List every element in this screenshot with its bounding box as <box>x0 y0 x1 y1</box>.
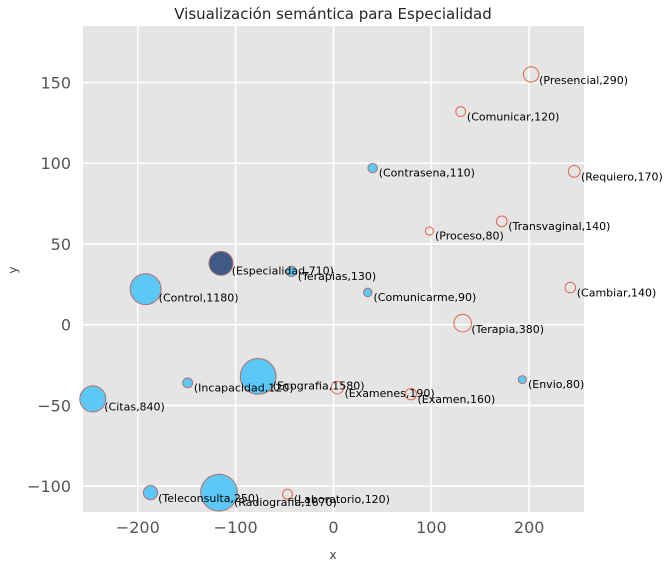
y-tick-label: 0 <box>61 316 71 335</box>
point-comunicarme <box>362 287 373 298</box>
point-label-terapia: (Terapia,380) <box>471 323 544 336</box>
x-tick-label: 0 <box>328 518 338 537</box>
point-label-especialidad: (Especialidad,710) <box>232 265 334 278</box>
data-points <box>79 66 581 512</box>
tick-labels: −200 −100 0 100 200 −100 −50 0 50 100 150 <box>27 74 544 537</box>
point-terapia <box>453 313 472 333</box>
y-tick-label: 100 <box>40 154 71 173</box>
point-label-terapias: (Terapias,130) <box>298 270 376 283</box>
point-label-comunicar: (Comunicar,120) <box>467 110 560 123</box>
point-teleconsulta <box>142 485 159 501</box>
point-especialidad <box>208 250 234 276</box>
point-label-cambiar: (Cambiar,140) <box>577 286 657 299</box>
x-tick-label: −200 <box>116 518 160 537</box>
point-citas <box>79 385 107 413</box>
point-terapias <box>285 265 298 278</box>
point-label-examenes: (Examenes,190) <box>344 387 434 400</box>
chart-title: Visualización semántica para Especialida… <box>174 5 492 23</box>
point-comunicar <box>455 106 467 118</box>
point-cambiar <box>564 281 577 294</box>
y-tick-label: 150 <box>40 74 71 93</box>
x-tick-label: 200 <box>514 518 545 537</box>
point-envio <box>517 375 527 385</box>
point-label-examen: (Examen,160) <box>418 393 496 406</box>
point-labels: (Presencial,290) (Comunicar,120) (Contrase… <box>104 74 663 509</box>
point-label-citas: (Citas,840) <box>104 401 165 414</box>
point-control <box>129 273 162 306</box>
point-label-presencial: (Presencial,290) <box>539 74 628 87</box>
point-radiografia <box>200 473 238 512</box>
point-laboratorio <box>282 488 293 500</box>
point-requiero <box>567 164 581 178</box>
x-tick-label: 100 <box>416 518 447 537</box>
y-axis-label: y <box>6 266 20 273</box>
x-axis-label: x <box>329 548 336 562</box>
point-label-laboratorio: (Laboratorio,120) <box>294 493 390 506</box>
point-examen <box>404 387 417 401</box>
y-tick-label: −50 <box>37 396 71 415</box>
grid <box>83 26 584 512</box>
y-tick-label: 50 <box>51 235 71 254</box>
point-incapacidad <box>182 377 194 389</box>
point-label-requiero: (Requiero,170) <box>581 170 663 183</box>
point-label-ecografia: (Ecografia,1580) <box>273 380 365 393</box>
point-label-envio: (Envio,80) <box>528 378 584 391</box>
point-label-teleconsulta: (Teleconsulta,250) <box>158 492 259 505</box>
point-label-control: (Control,1180) <box>159 292 239 305</box>
y-tick-label: −100 <box>27 477 71 496</box>
point-label-contrasena: (Contrasena,110) <box>379 167 475 180</box>
point-label-proceso: (Proceso,80) <box>435 229 504 242</box>
point-contrasena <box>367 162 378 174</box>
point-presencial <box>522 66 540 83</box>
point-label-comunicarme: (Comunicarme,90) <box>374 291 477 304</box>
point-ecografia <box>239 357 277 395</box>
point-proceso <box>424 226 434 236</box>
x-tick-label: −100 <box>214 518 258 537</box>
point-transvaginal <box>495 215 508 228</box>
point-label-incapacidad: (Incapacidad,120) <box>194 382 294 395</box>
point-label-radiografia: (Radiografia,1670) <box>234 496 337 509</box>
point-examenes <box>330 380 345 395</box>
point-label-transvaginal: (Transvaginal,140) <box>508 220 610 233</box>
